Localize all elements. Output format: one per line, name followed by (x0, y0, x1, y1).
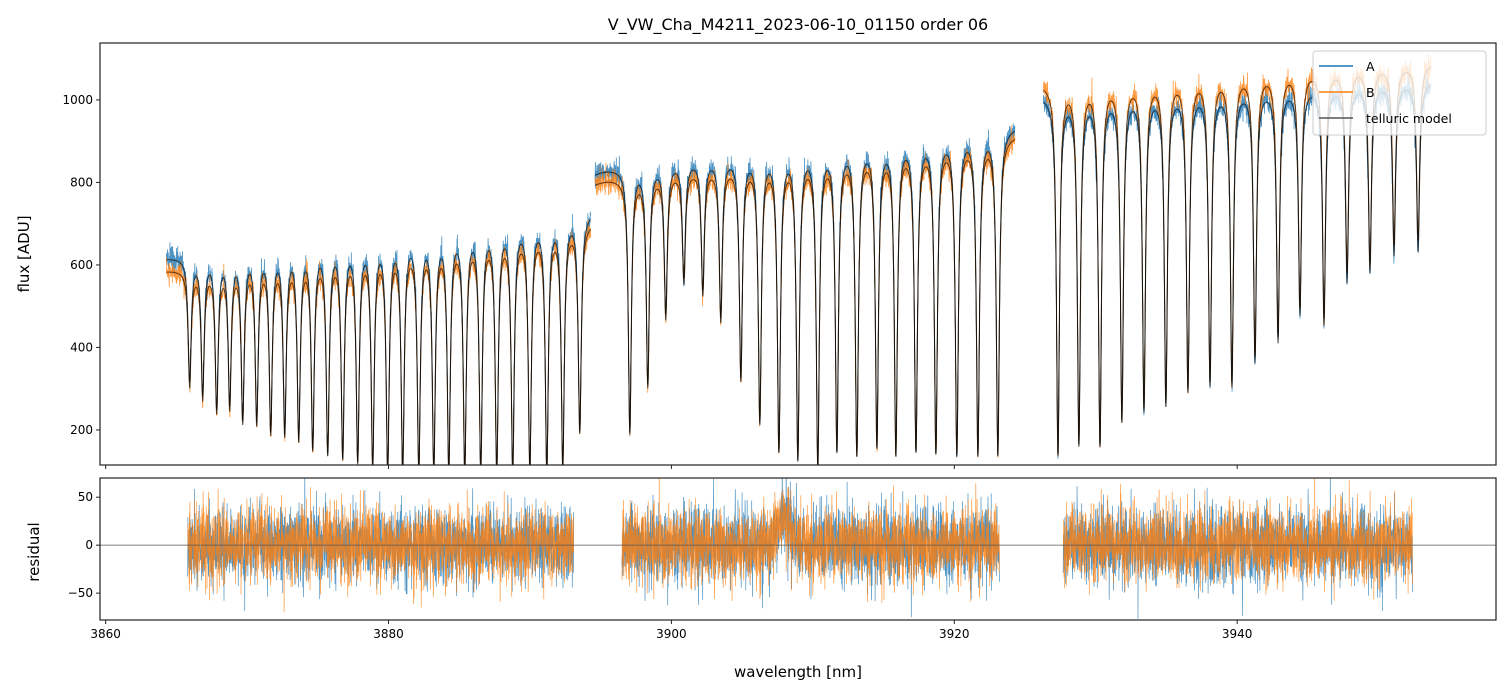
y-tick-label: 600 (70, 258, 93, 272)
y-tick-label: −50 (68, 586, 93, 600)
legend: A B telluric model (1312, 50, 1487, 136)
y-tick-label: 1000 (62, 93, 93, 107)
x-axis-label: wavelength [nm] (734, 663, 862, 681)
flux-axes: 200 400 600 800 1000 flux [ADU] A B telluric… (15, 42, 1497, 469)
telluric-model-B (166, 66, 1432, 465)
x-tick-label: 3860 (90, 627, 121, 641)
y-tick-label: 800 (70, 175, 93, 189)
x-tick-label: 3920 (939, 627, 970, 641)
y-tick-label: 200 (70, 423, 93, 437)
x-tick-label: 3900 (656, 627, 687, 641)
series-B-residual (187, 478, 1413, 613)
residual-axes: 3860 3880 3900 3920 3940 −50 0 50 residual wav… (25, 477, 1497, 681)
y-tick-label: 0 (85, 538, 93, 552)
legend-label-B: B (1366, 85, 1375, 100)
x-tick-label: 3880 (373, 627, 404, 641)
legend-label-model: telluric model (1366, 111, 1452, 126)
flux-axes-frame (99, 42, 1497, 466)
residual-axes-frame (99, 477, 1497, 621)
chart-title: V_VW_Cha_M4211_2023-06-10_01150 order 06 (608, 15, 988, 35)
residual-y-label: residual (25, 522, 43, 581)
flux-y-label: flux [ADU] (15, 215, 33, 292)
x-tick-label: 3940 (1222, 627, 1253, 641)
legend-label-A: A (1366, 59, 1375, 74)
y-tick-label: 400 (70, 340, 93, 354)
y-tick-label: 50 (78, 490, 93, 504)
